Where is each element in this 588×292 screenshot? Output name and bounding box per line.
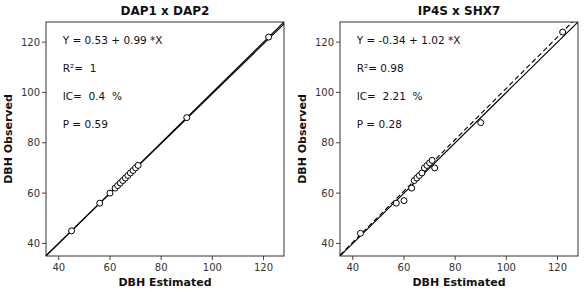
annotation: Y = -0.34 + 1.02 *X — [356, 34, 461, 46]
point — [97, 200, 103, 206]
y-tick-label: 120 — [315, 37, 334, 48]
x-tick — [263, 256, 264, 260]
annotation: R²= 0.98 — [357, 62, 404, 74]
identity-line — [46, 22, 284, 256]
y-tick — [42, 243, 46, 244]
x-tick-label: 60 — [104, 262, 117, 273]
y-tick — [42, 42, 46, 43]
point — [266, 34, 272, 40]
marks — [46, 22, 284, 256]
x-tick-label: 100 — [203, 262, 222, 273]
x-axis-label: DBH Estimated — [118, 276, 211, 289]
annotation: P = 0.28 — [357, 118, 402, 130]
y-tick-label: 60 — [321, 188, 334, 199]
x-tick — [212, 256, 213, 260]
y-tick-label: 80 — [321, 137, 334, 148]
y-tick-label: 120 — [21, 37, 40, 48]
point — [357, 230, 363, 236]
point — [69, 228, 75, 234]
x-tick-label: 100 — [497, 262, 516, 273]
x-tick — [557, 256, 558, 260]
x-tick — [58, 256, 59, 260]
point — [393, 200, 399, 206]
regression-line — [340, 22, 578, 255]
x-tick — [506, 256, 507, 260]
regression-line — [46, 24, 284, 256]
y-tick-label: 40 — [321, 238, 334, 249]
y-axis-label: DBH Observed — [2, 94, 15, 184]
y-tick — [42, 193, 46, 194]
y-tick-label: 40 — [27, 238, 40, 249]
x-tick — [109, 256, 110, 260]
identity-line — [340, 22, 578, 256]
figure: 40 60 80 100 120 40 60 80 100 120 Y = 0.53 + 0.99 … — [0, 0, 588, 292]
x-tick — [403, 256, 404, 260]
y-tick — [336, 42, 340, 43]
y-tick — [42, 142, 46, 143]
annotation: IC= 2.21 % — [357, 90, 423, 102]
point — [432, 165, 438, 171]
annotation: P = 0.59 — [63, 118, 108, 130]
plot-frame — [46, 22, 284, 256]
y-tick — [336, 193, 340, 194]
y-tick-label: 100 — [315, 87, 334, 98]
x-axis-label: DBH Estimated — [412, 276, 505, 289]
panel: 40 60 80 100 120 40 60 80 100 120 Y = 0.53 + 0.99 … — [2, 4, 284, 289]
x-tick-label: 40 — [52, 262, 65, 273]
annotation: R²= 1 — [63, 62, 97, 74]
y-tick-label: 80 — [27, 137, 40, 148]
marks — [340, 22, 578, 256]
y-tick-label: 100 — [21, 87, 40, 98]
x-tick-label: 40 — [346, 262, 359, 273]
y-tick — [336, 142, 340, 143]
x-tick — [352, 256, 353, 260]
y-tick-label: 60 — [27, 188, 40, 199]
y-tick — [336, 243, 340, 244]
point — [401, 198, 407, 204]
annotation: Y = 0.53 + 0.99 *X — [62, 34, 163, 46]
plot-frame — [340, 22, 578, 256]
point — [409, 185, 415, 191]
x-tick-label: 60 — [398, 262, 411, 273]
annotation: IC= 0.4 % — [63, 90, 122, 102]
point — [184, 115, 190, 121]
y-tick — [336, 92, 340, 93]
point — [560, 29, 566, 35]
y-axis-label: DBH Observed — [296, 94, 309, 184]
title: IP4S x SHX7 — [418, 4, 501, 18]
x-tick-label: 120 — [254, 262, 273, 273]
point — [135, 162, 141, 168]
x-tick-label: 80 — [449, 262, 462, 273]
x-tick — [455, 256, 456, 260]
x-tick-label: 80 — [155, 262, 168, 273]
x-tick — [161, 256, 162, 260]
panel: 40 60 80 100 120 40 60 80 100 120 Y = -0.34 + 1.02… — [296, 4, 578, 289]
y-tick — [42, 92, 46, 93]
point — [478, 120, 484, 126]
title: DAP1 x DAP2 — [121, 4, 210, 18]
point — [429, 157, 435, 163]
x-tick-label: 120 — [548, 262, 567, 273]
point — [107, 190, 113, 196]
